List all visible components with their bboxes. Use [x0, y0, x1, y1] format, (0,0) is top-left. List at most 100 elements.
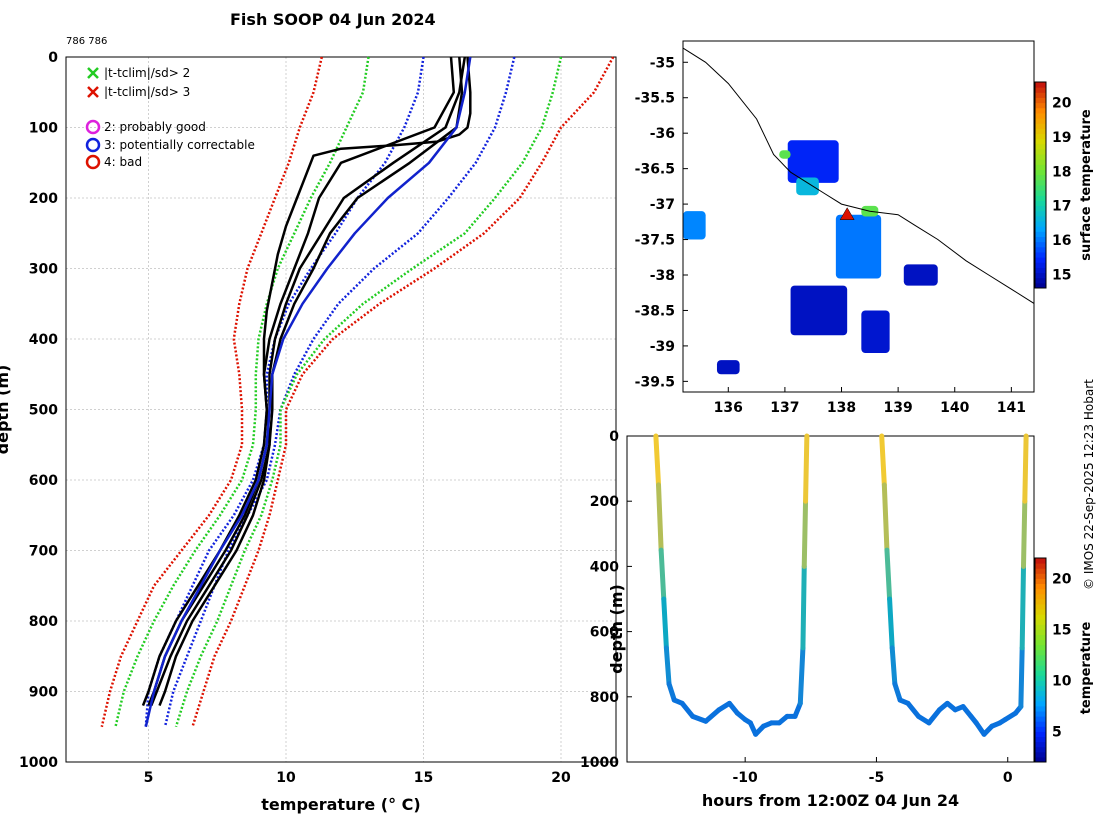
map-colorbar-segment [1035, 200, 1046, 207]
track-colorbar-segment [1035, 603, 1046, 610]
map-colorbar-segment [1035, 118, 1046, 124]
track-y-tick-label: 0 [609, 429, 619, 445]
map-colorbar-segment [1035, 179, 1046, 186]
map-y-tick-label: -37 [650, 197, 675, 213]
track-colorbar-segment [1035, 649, 1046, 656]
map-colorbar-segment [1035, 92, 1046, 98]
map-colorbar-segment [1035, 143, 1046, 150]
map-x-tick-label: 138 [827, 400, 856, 416]
map-colorbar-segment [1035, 205, 1046, 212]
legend-label: 3: potentially correctable [104, 138, 255, 152]
map-axes-frame [682, 40, 1035, 393]
x-tick-label: 15 [414, 770, 433, 786]
climatology-line--3sd [100, 56, 324, 728]
map-y-tick-label: -39 [650, 339, 675, 355]
track-colorbar-segment [1035, 675, 1046, 681]
track-segment [889, 645, 898, 687]
track-axes-frame [626, 435, 1035, 763]
x-tick-label: 5 [144, 770, 154, 786]
track-segment [887, 596, 895, 651]
y-tick-label: 600 [29, 473, 58, 489]
map-x-tick-label: 136 [714, 400, 743, 416]
map-x-tick-label: 140 [940, 400, 969, 416]
track-colorbar-segment [1035, 583, 1046, 590]
track-segment [661, 596, 669, 651]
map-colorbar-tick-label: 19 [1052, 130, 1071, 146]
track-colorbar-tick-label: 15 [1052, 622, 1071, 638]
y-tick-label: 1000 [19, 755, 58, 771]
legend-circle-marker [85, 154, 101, 170]
map-colorbar-tick-label: 17 [1052, 199, 1071, 215]
map-colorbar-segment [1035, 138, 1046, 145]
track-colorbar-segment [1035, 711, 1046, 717]
sst-patch [779, 150, 791, 159]
map-colorbar-segment [1035, 246, 1046, 253]
page-title: Fish SOOP 04 Jun 2024 [230, 10, 436, 29]
track-segment [905, 700, 921, 719]
map-colorbar-segment [1035, 257, 1046, 263]
track-segment [666, 681, 677, 703]
map-colorbar-frame [1034, 81, 1047, 289]
track-colorbar-tick-label: 20 [1052, 571, 1072, 587]
mean-profile-line [144, 56, 472, 728]
y-tick-label: 0 [48, 50, 58, 66]
map-colorbar-segment [1035, 277, 1046, 284]
map-colorbar-segment [1035, 262, 1046, 268]
map-colorbar-segment [1035, 251, 1046, 258]
map-colorbar-segment [1035, 215, 1046, 222]
legend-label: 4: bad [104, 155, 142, 169]
sst-patch [787, 140, 839, 183]
map-colorbar-segment [1035, 272, 1046, 279]
map-x-tick-label: 137 [770, 400, 799, 416]
track-colorbar-segment [1035, 558, 1046, 564]
legend-cross-marker [87, 86, 99, 98]
track-colorbar-segment [1035, 695, 1046, 702]
track-colorbar-segment [1035, 563, 1046, 569]
track-segment [879, 433, 887, 488]
track-segment [1022, 433, 1029, 504]
track-colorbar-segment [1035, 593, 1046, 600]
track-segment [1020, 498, 1028, 569]
track-colorbar-label: temperature [1079, 622, 1094, 715]
sst-patch [861, 310, 890, 353]
climatology-line-+3sd [191, 56, 615, 728]
track-y-tick-label: 800 [590, 690, 619, 706]
legend-label: 2: probably good [104, 120, 206, 134]
y-tick-label: 500 [29, 403, 58, 419]
temperature-profile-2 [150, 56, 464, 707]
track-colorbar-segment [1035, 588, 1046, 595]
map-colorbar-segment [1035, 82, 1046, 88]
track-colorbar-segment [1035, 619, 1046, 625]
map-colorbar-segment [1035, 169, 1046, 176]
track-colorbar-segment [1035, 690, 1046, 697]
sst-patch [790, 285, 848, 336]
track-colorbar-segment [1035, 685, 1046, 692]
track-segment [926, 707, 942, 726]
map-y-tick-label: -36 [650, 126, 675, 142]
legend-label: |t-tclim|/sd> 3 [104, 85, 190, 99]
track-colorbar-segment [1035, 578, 1046, 584]
map-colorbar-segment [1035, 123, 1046, 129]
map-colorbar-segment [1035, 87, 1046, 93]
track-colorbar-segment [1035, 629, 1046, 635]
track-y-tick-label: 1000 [580, 755, 619, 771]
track-segment [679, 700, 696, 719]
climatology-line--1sd [144, 56, 425, 727]
y-tick-label: 800 [29, 614, 58, 630]
map-colorbar-segment [1035, 164, 1046, 171]
track-colorbar-segment [1035, 700, 1046, 707]
track-colorbar-segment [1035, 731, 1046, 737]
map-colorbar-tick-label: 18 [1052, 164, 1071, 180]
track-colorbar-segment [1035, 756, 1046, 763]
map-colorbar-segment [1035, 282, 1046, 289]
map-colorbar-segment [1035, 185, 1046, 191]
track-colorbar-segment [1035, 624, 1046, 630]
sst-patch [683, 211, 706, 240]
track-colorbar-segment [1035, 721, 1046, 727]
track-colorbar-frame [1034, 557, 1047, 763]
track-colorbar-segment [1035, 598, 1046, 605]
track-colorbar-segment [1035, 660, 1046, 666]
y-axis-label: depth (m) [0, 365, 12, 455]
legend-cross-marker [87, 67, 99, 79]
map-colorbar-tick-label: 15 [1052, 267, 1071, 283]
